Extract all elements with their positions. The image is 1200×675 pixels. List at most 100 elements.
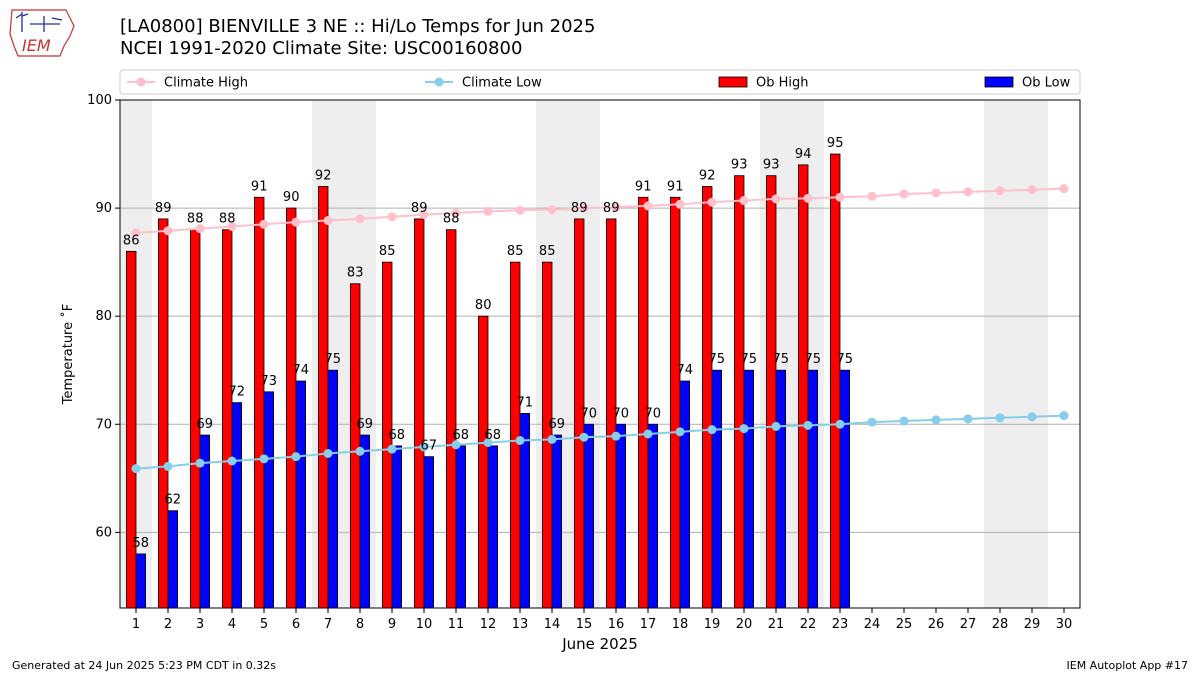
label-ob-high-5: 91 <box>251 179 268 194</box>
label-ob-low-14: 69 <box>549 417 566 432</box>
logo-text: IEM <box>22 36 51 55</box>
label-ob-low-22: 75 <box>805 352 822 367</box>
climate-high-point-24 <box>867 191 877 201</box>
climate-high-point-3 <box>195 224 205 234</box>
bar-ob-high-7 <box>317 186 329 609</box>
bar-value-labels: 86 58 89 62 88 69 88 72 91 73 90 74 92 75 83 69 85 68 89 67… <box>123 136 853 551</box>
bar-ob-low-7 <box>327 369 339 609</box>
bar-ob-low-2 <box>167 510 179 609</box>
label-ob-low-12: 68 <box>485 428 502 443</box>
x-tick-label-11: 11 <box>448 617 465 632</box>
y-axis: 60 70 80 90 100 <box>87 93 120 540</box>
climate-high-point-15 <box>579 203 589 213</box>
climate-high-point-20 <box>739 196 749 206</box>
bar-ob-low-21 <box>775 369 787 609</box>
climate-high-point-16 <box>611 202 621 212</box>
climate-low-point-30 <box>1059 411 1069 421</box>
climate-low-point-25 <box>899 416 909 426</box>
climate-low-point-21 <box>771 421 781 431</box>
climate-high-point-21 <box>771 194 781 204</box>
y-axis-label: Temperature ˚F <box>60 304 76 405</box>
climate-low-point-18 <box>675 427 685 437</box>
climate-high-point-12 <box>483 206 493 216</box>
climate-low-point-15 <box>579 432 589 442</box>
legend-label-climate-high: Climate High <box>164 76 248 91</box>
x-tick-label-4: 4 <box>228 617 236 632</box>
label-ob-high-3: 88 <box>187 212 204 227</box>
climate-high-line <box>135 187 1065 234</box>
x-tick-label-19: 19 <box>704 617 721 632</box>
bar-ob-high-2 <box>157 218 169 609</box>
legend-label-climate-low: Climate Low <box>462 76 542 91</box>
label-ob-low-8: 69 <box>357 417 374 432</box>
legend-marker-climate-high <box>136 77 146 87</box>
climate-high-point-27 <box>963 187 973 197</box>
legend-swatch-ob-low <box>984 76 1014 88</box>
label-ob-high-11: 88 <box>443 212 460 227</box>
climate-high-point-7 <box>323 216 333 226</box>
label-ob-high-21: 93 <box>763 158 780 173</box>
climate-high-point-30 <box>1059 184 1069 194</box>
climate-high-point-23 <box>835 192 845 202</box>
climate-low-point-12 <box>483 438 493 448</box>
x-tick-label-8: 8 <box>356 617 364 632</box>
y-tick-label-90: 90 <box>95 201 112 216</box>
bar-ob-low-10 <box>423 456 435 609</box>
bar-ob-low-18 <box>679 380 691 609</box>
label-ob-high-22: 94 <box>795 147 812 162</box>
label-ob-low-20: 75 <box>741 352 758 367</box>
y-tick-label-70: 70 <box>95 417 112 432</box>
y-tick-label-80: 80 <box>95 309 112 324</box>
x-tick-label-10: 10 <box>416 617 433 632</box>
chart-subtitle: NCEI 1991-2020 Climate Site: USC00160800 <box>120 38 523 59</box>
legend: Climate High Climate Low Ob High Ob Low <box>119 69 1081 95</box>
label-ob-high-19: 92 <box>699 168 716 183</box>
bar-ob-low-22 <box>807 369 819 609</box>
bar-ob-high-4 <box>221 229 233 609</box>
climate-low-point-19 <box>707 425 717 435</box>
bar-ob-high-11 <box>445 229 457 609</box>
bar-ob-low-9 <box>391 445 403 609</box>
bar-ob-high-14 <box>542 261 553 609</box>
climate-high-point-6 <box>291 217 301 227</box>
legend-box <box>119 69 1081 95</box>
label-ob-low-21: 75 <box>773 352 790 367</box>
label-ob-low-19: 75 <box>709 352 726 367</box>
climate-high-point-2 <box>163 226 173 236</box>
climate-low-point-14 <box>547 434 557 444</box>
x-tick-label-22: 22 <box>800 617 817 632</box>
app-label: IEM Autoplot App #17 <box>1066 659 1189 672</box>
x-tick-label-12: 12 <box>480 617 497 632</box>
label-ob-low-16: 70 <box>613 406 630 421</box>
climate-low-point-8 <box>355 446 365 456</box>
climate-high-point-18 <box>675 199 685 209</box>
x-tick-label-9: 9 <box>388 617 396 632</box>
climate-high-point-4 <box>227 221 237 231</box>
climate-low-point-11 <box>451 440 461 450</box>
y-tick-label-60: 60 <box>95 525 112 540</box>
label-ob-high-18: 91 <box>667 179 684 194</box>
bar-ob-high-8 <box>349 283 361 609</box>
label-ob-low-17: 70 <box>645 406 662 421</box>
climate-high-point-22 <box>803 193 813 203</box>
label-ob-high-14: 85 <box>539 244 556 259</box>
label-ob-low-7: 75 <box>325 352 342 367</box>
label-ob-low-1: 58 <box>133 536 150 551</box>
bar-ob-low-15 <box>583 423 595 609</box>
climate-high-point-26 <box>931 188 941 198</box>
label-ob-low-5: 73 <box>261 374 278 389</box>
x-tick-label-30: 30 <box>1056 617 1073 632</box>
x-tick-label-16: 16 <box>608 617 625 632</box>
label-ob-low-3: 69 <box>197 417 214 432</box>
label-ob-high-12: 80 <box>475 298 492 313</box>
x-tick-label-23: 23 <box>832 617 849 632</box>
climate-high-point-10 <box>419 210 429 220</box>
climate-high-point-13 <box>515 205 525 215</box>
bar-ob-high-13 <box>509 261 521 609</box>
label-ob-high-13: 85 <box>507 244 524 259</box>
x-tick-label-17: 17 <box>640 617 657 632</box>
bar-ob-high-17 <box>638 196 649 609</box>
label-ob-high-8: 83 <box>347 266 364 281</box>
label-ob-low-2: 62 <box>165 493 182 508</box>
